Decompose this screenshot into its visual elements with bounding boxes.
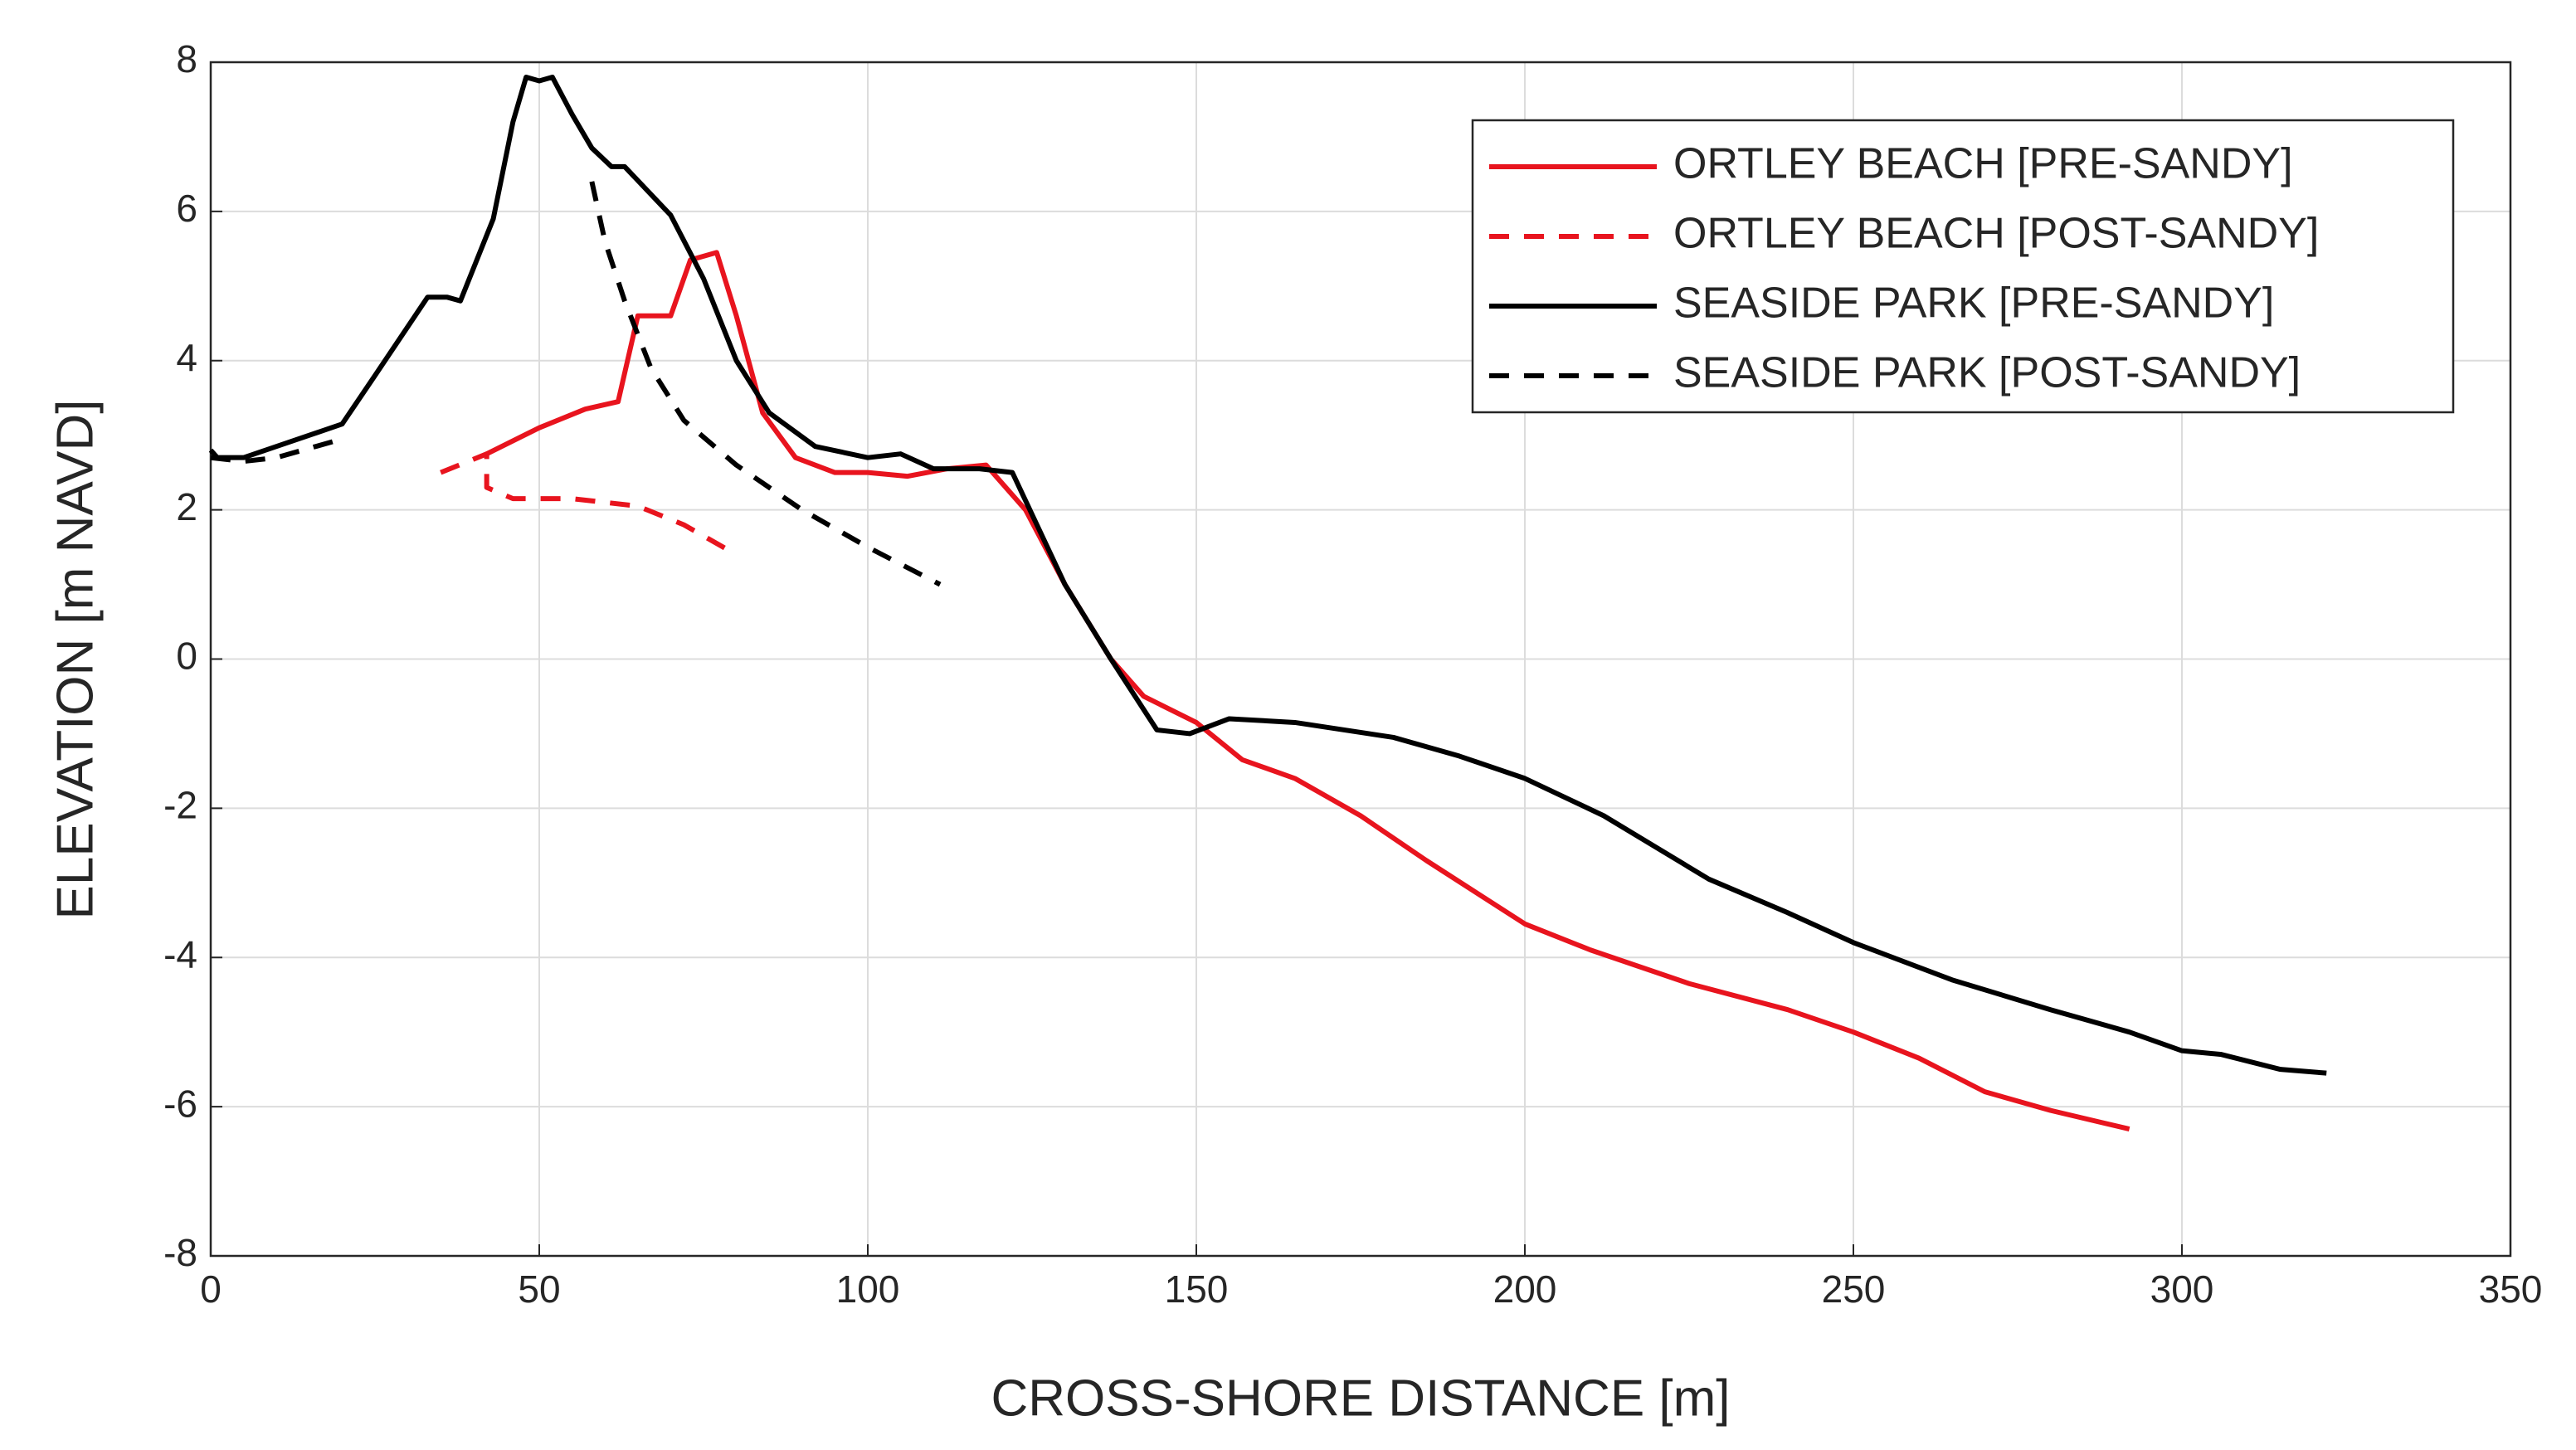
plot-frame <box>209 61 2512 1258</box>
legend-label: SEASIDE PARK [POST-SANDY] <box>1673 349 2301 397</box>
legend-label: ORTLEY BEACH [PRE-SANDY] <box>1673 140 2293 188</box>
x-tick-label: 200 <box>1493 1268 1557 1311</box>
x-tick-label: 350 <box>2479 1268 2543 1311</box>
y-tick-label: -6 <box>163 1082 197 1125</box>
x-tick-label: 0 <box>200 1268 222 1311</box>
y-tick-label: -8 <box>163 1231 197 1274</box>
y-tick-label: 4 <box>176 336 197 379</box>
y-tick-label: -4 <box>163 932 197 976</box>
x-tick-label: 50 <box>518 1268 560 1311</box>
y-axis-label: ELEVATION [m NAVD] <box>46 400 104 920</box>
data-line <box>210 181 942 587</box>
legend: ORTLEY BEACH [PRE-SANDY] ORTLEY BEACH [PO… <box>1471 119 2455 414</box>
data-line <box>208 74 2327 1076</box>
x-tick-label: 250 <box>1822 1268 1886 1311</box>
y-tick-label: 8 <box>176 37 197 80</box>
y-tick-label: -2 <box>163 784 197 827</box>
y-tick-label: 6 <box>176 187 197 230</box>
x-tick-label: 100 <box>836 1268 900 1311</box>
legend-label: SEASIDE PARK [PRE-SANDY] <box>1673 280 2274 328</box>
y-tick-label: 0 <box>176 635 197 678</box>
x-tick-label: 300 <box>2150 1268 2214 1311</box>
y-tick-label: 2 <box>176 485 197 528</box>
data-line <box>440 451 738 557</box>
x-tick-label: 150 <box>1165 1268 1229 1311</box>
x-axis-label: CROSS-SHORE DISTANCE [m] <box>991 1370 1730 1427</box>
legend-label: ORTLEY BEACH [POST-SANDY] <box>1673 210 2319 258</box>
